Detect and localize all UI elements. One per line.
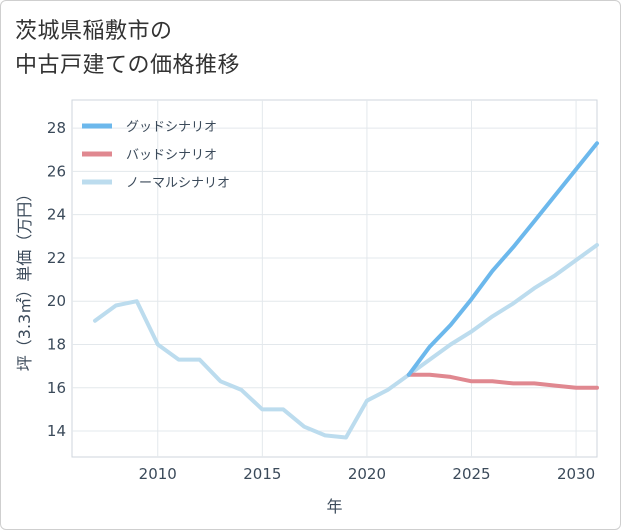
series-line-0 (406, 141, 599, 377)
y-tick-label: 14 (47, 422, 66, 440)
x-axis-title: 年 (326, 497, 342, 516)
y-axis-title: 坪（3.3㎡）単価（万円） (15, 186, 34, 371)
legend-label: ノーマルシナリオ (126, 176, 230, 191)
x-tick-label: 2015 (243, 465, 281, 483)
y-tick-label: 20 (47, 292, 66, 310)
title-line-2: 中古戸建ての価格推移 (15, 53, 241, 78)
y-tick-label: 24 (47, 206, 66, 224)
legend-label: バッドシナリオ (126, 148, 217, 163)
y-tick-label: 26 (47, 162, 66, 180)
x-tick-label: 2030 (557, 465, 595, 483)
series-lines (93, 141, 599, 440)
x-tick-label: 2010 (139, 465, 177, 483)
legend-label: グッドシナリオ (126, 120, 217, 135)
x-tick-label: 2025 (452, 465, 490, 483)
y-tick-label: 16 (47, 379, 66, 397)
y-tick-label: 28 (47, 119, 66, 137)
title-line-1: 茨城県稲敷市の (15, 19, 173, 44)
series-line-1 (406, 372, 599, 390)
chart-title: 茨城県稲敷市の 中古戸建ての価格推移 (15, 15, 415, 83)
series-line-2 (93, 243, 599, 440)
y-tick-label: 22 (47, 249, 66, 267)
axis-ticks: 2010 2015 2020 2025 2030 14 16 18 20 22 24 26 28 (47, 119, 595, 483)
x-tick-label: 2020 (348, 465, 386, 483)
plot-area (71, 99, 598, 458)
y-tick-label: 18 (47, 335, 66, 353)
